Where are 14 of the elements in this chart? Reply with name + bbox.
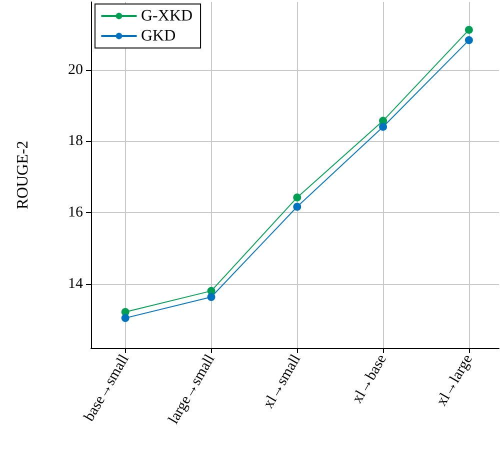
point xyxy=(121,314,130,322)
point xyxy=(379,122,388,131)
y-tick-label: 18 xyxy=(68,133,83,150)
legend-label: GKD xyxy=(141,28,176,44)
point xyxy=(293,202,302,211)
y-axis-title: ROUGE-2 xyxy=(14,140,32,210)
legend-label: G-XKD xyxy=(141,8,193,24)
point xyxy=(207,292,216,301)
point xyxy=(464,26,473,34)
point xyxy=(464,36,473,44)
y-tick-label: 20 xyxy=(68,62,83,78)
y-tick-label: 16 xyxy=(68,204,84,220)
point xyxy=(293,193,302,202)
y-tick-label: 14 xyxy=(68,276,84,292)
